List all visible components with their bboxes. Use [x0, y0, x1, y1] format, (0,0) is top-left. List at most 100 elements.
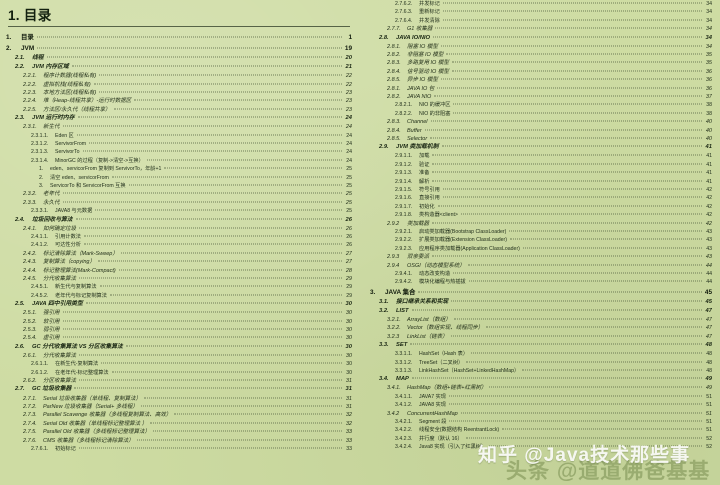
toc-entry[interactable]: 2.3.3.1. JAVA8 与元数据 25 — [6, 207, 352, 215]
toc-entry[interactable]: 2.9.1.6. 直接引用 42 — [370, 194, 712, 202]
toc-entry[interactable]: 2.5.2. 软引用 30 — [6, 318, 352, 326]
toc-entry[interactable]: 3.4.2 ConcurrentHashMap 51 — [370, 410, 712, 418]
toc-entry[interactable]: 2.7.1. Serial 垃圾收集器（单线程、复制算法） 31 — [6, 395, 352, 403]
toc-entry[interactable]: 3.3. SET 48 — [370, 341, 712, 350]
toc-entry[interactable]: 3. JAVA 集合 45 — [370, 287, 712, 298]
toc-entry[interactable]: 2.8.5. Selector 40 — [370, 135, 712, 143]
toc-entry[interactable]: 1. 目录 1 — [6, 32, 352, 43]
toc-entry[interactable]: 2.4.1.2. 可达性分析 26 — [6, 241, 352, 249]
toc-entry[interactable]: 2.5.1. 强引用 30 — [6, 309, 352, 317]
toc-entry[interactable]: 1. eden、servicorFrom 复制到 ServivorTo，年龄+1 2… — [6, 165, 352, 173]
toc-entry[interactable]: 2.8.4. Buffer 40 — [370, 127, 712, 135]
toc-entry[interactable]: 2.3.1.1. Eden 区 24 — [6, 132, 352, 140]
toc-entry[interactable]: 2.7.6.3. 重新标记 34 — [370, 8, 712, 16]
toc-entry[interactable]: 2.8.3. 多路复用 IO 模型 35 — [370, 59, 712, 67]
toc-entry[interactable]: 2.3.1. 新生代 24 — [6, 123, 352, 131]
toc-entry[interactable]: 2.7.7. G1 收集器 34 — [370, 25, 712, 33]
toc-entry[interactable]: 2.8.3. Channel 40 — [370, 118, 712, 126]
toc-entry[interactable]: 2.3.1.4. MinorGC 的过程（复制->清空->互换） 24 — [6, 157, 352, 165]
toc-entry[interactable]: 3.4.2.4. Java8 实现（引入了红黑树） 52 — [370, 443, 712, 451]
toc-entry[interactable]: 2.3. JVM 运行时内存 24 — [6, 114, 352, 123]
toc-entry[interactable]: 2. 清空 eden、servicorFrom 25 — [6, 174, 352, 182]
toc-entry[interactable]: 3.2. LIST 47 — [370, 307, 712, 316]
toc-entry[interactable]: 2.5. JAVA 四中引用类型 30 — [6, 300, 352, 309]
toc-entry[interactable]: 3.4.2.3. 并行度（默认 16） 52 — [370, 435, 712, 443]
toc-entry[interactable]: 2.8.2.2. NIO 的非阻塞 38 — [370, 110, 712, 118]
toc-entry[interactable]: 2.4.5.1. 新生代与复制算法 29 — [6, 283, 352, 291]
toc-entry[interactable]: 2.8.1. JAVA IO 包 36 — [370, 85, 712, 93]
toc-entry[interactable]: 2.4.2. 标记清除算法（Mark-Sweep） 27 — [6, 250, 352, 258]
toc-entry[interactable]: 2.5.4. 虚引用 30 — [6, 334, 352, 342]
toc-entry[interactable]: 2.4.1. 如何确定垃圾 26 — [6, 225, 352, 233]
toc-entry[interactable]: 2.6. GC 分代收集算法 VS 分区收集算法 30 — [6, 343, 352, 352]
toc-entry[interactable]: 2.4. 垃圾回收与算法 26 — [6, 216, 352, 225]
toc-entry[interactable]: 2.6.1.1. 在新生代-复制算法 30 — [6, 360, 352, 368]
toc-entry[interactable]: 2.6.1. 分代收集算法 30 — [6, 352, 352, 360]
toc-entry[interactable]: 2.8.2. 非阻塞 IO 模型 35 — [370, 51, 712, 59]
toc-entry[interactable]: 3.2.1. ArrayList（数组） 47 — [370, 316, 712, 324]
toc-entry[interactable]: 3.4.1.1. JAVA7 实现 51 — [370, 393, 712, 401]
toc-entry[interactable]: 2.5.3. 弱引用 30 — [6, 326, 352, 334]
toc-entry[interactable]: 3.4.1.2. JAVA8 实现 51 — [370, 401, 712, 409]
toc-entry[interactable]: 3.4. MAP 49 — [370, 375, 712, 384]
toc-entry[interactable]: 2.4.5. 分代收集算法 29 — [6, 275, 352, 283]
toc-entry[interactable]: 2.7.6.1. 初始标记 33 — [6, 445, 352, 453]
toc-entry[interactable]: 2.7.6.2. 并发标记 34 — [370, 0, 712, 8]
toc-entry[interactable]: 2.1. 线程 20 — [6, 54, 352, 63]
toc-entry[interactable]: 2.6.2. 分区收集算法 31 — [6, 377, 352, 385]
toc-entry[interactable]: 2.9.2.2. 扩展类加载器(Extension ClassLoader) 43 — [370, 236, 712, 244]
toc-entry[interactable]: 2.8.5. 异步 IO 模型 36 — [370, 76, 712, 84]
toc-entry[interactable]: 2.2.3. 本地方法区(线程私有) 23 — [6, 89, 352, 97]
toc-entry[interactable]: 3.3.1.2. TreeSet（二叉树） 48 — [370, 359, 712, 367]
toc-entry[interactable]: 3.1. 接口继承关系和实现 45 — [370, 298, 712, 307]
toc-entry[interactable]: 2.7. GC 垃圾收集器 31 — [6, 385, 352, 394]
toc-entry[interactable]: 2.9.2.1. 启动类加载器(Bootstrap ClassLoader) 43 — [370, 228, 712, 236]
toc-entry[interactable]: 2.4.5.2. 老年代与标记复制算法 29 — [6, 292, 352, 300]
toc-entry[interactable]: 2.9.1.5. 符号引用 42 — [370, 186, 712, 194]
toc-entry[interactable]: 2.7.5. Parallel Old 收集器（多线程标记整理算法） 33 — [6, 428, 352, 436]
toc-entry[interactable]: 2.9.1.2. 验证 41 — [370, 161, 712, 169]
toc-entry[interactable]: 2.3.1.3. ServivorTo 24 — [6, 148, 352, 156]
toc-entry[interactable]: 3.3.1.3. LinkHashSet（HashSet+LinkedHashMa… — [370, 367, 712, 375]
toc-entry[interactable]: 2.4.1.1. 引用计数法 26 — [6, 233, 352, 241]
toc-entry[interactable]: 2.9. JVM 类加载机制 41 — [370, 143, 712, 152]
toc-entry[interactable]: 2.7.4. Serial Old 收集器（单线程标记整理算法 ） 32 — [6, 420, 352, 428]
toc-entry[interactable]: 2.9.4.2. 模块化编程与热插拔 44 — [370, 278, 712, 286]
toc-entry[interactable]: 2.9.1.8. 类构造器<client> 42 — [370, 211, 712, 219]
toc-entry[interactable]: 2.4.4. 标记整理算法(Mark-Compact) 28 — [6, 267, 352, 275]
toc-entry[interactable]: 2.2.5. 方法区/永久代（线程共享） 23 — [6, 106, 352, 114]
toc-entry[interactable]: 2.9.2.3. 应用程序类加载器(Application ClassLoader… — [370, 245, 712, 253]
toc-entry[interactable]: 2.2.1. 程序计数器(线程私有) 22 — [6, 72, 352, 80]
toc-entry[interactable]: 2.4.3. 复制算法（copying） 27 — [6, 258, 352, 266]
toc-entry[interactable]: 2.9.1.3. 准备 41 — [370, 169, 712, 177]
toc-entry[interactable]: 2.2.2. 虚拟机栈(线程私有) 22 — [6, 81, 352, 89]
toc-entry[interactable]: 2.6.1.2. 在老年代-标记整理算法 30 — [6, 369, 352, 377]
toc-entry[interactable]: 3.4.2.2. 线程安全(数据结构 ReentrantLock) 51 — [370, 426, 712, 434]
toc-entry[interactable]: 2.9.1.7. 初始化 42 — [370, 203, 712, 211]
toc-entry[interactable]: 3.2.3 LinkList（链表） 47 — [370, 333, 712, 341]
toc-entry[interactable]: 2.9.4 OSGI（动态模型系统） 44 — [370, 262, 712, 270]
toc-entry[interactable]: 2.7.6. CMS 收集器（多线程标记清除算法） 33 — [6, 437, 352, 445]
toc-entry[interactable]: 2.9.4.1. 动态改变构造 44 — [370, 270, 712, 278]
toc-entry[interactable]: 2.9.3 双亲委派 43 — [370, 253, 712, 261]
toc-entry[interactable]: 2.2.4. 堆（Heap-线程共享）-运行时数据区 23 — [6, 97, 352, 105]
toc-entry[interactable]: 2. JVM 19 — [6, 43, 352, 54]
toc-entry[interactable]: 2.3.1.2. ServivorFrom 24 — [6, 140, 352, 148]
toc-entry[interactable]: 2.8.2. JAVA NIO 37 — [370, 93, 712, 101]
toc-entry[interactable]: 2.3.2. 老年代 25 — [6, 190, 352, 198]
toc-entry[interactable]: 2.2. JVM 内存区域 21 — [6, 63, 352, 72]
toc-entry[interactable]: 3.3.1.1. HashSet（Hash 表） 48 — [370, 350, 712, 358]
toc-entry[interactable]: 2.7.6.4. 并发清除 34 — [370, 17, 712, 25]
toc-entry[interactable]: 2.7.3. Parallel Scavenge 收集器（多线程复制算法、高效） 3… — [6, 411, 352, 419]
toc-entry[interactable]: 3.4.1. HashMap（数组+链表+红黑树） 49 — [370, 384, 712, 392]
toc-entry[interactable]: 2.9.2 类加载器 42 — [370, 220, 712, 228]
toc-entry[interactable]: 2.7.2. ParNew 垃圾收集器（Serial+ 多线程） 31 — [6, 403, 352, 411]
toc-entry[interactable]: 2.8.2.1. NIO 的缓冲区 38 — [370, 101, 712, 109]
toc-entry[interactable]: 2.9.1.1. 加载 41 — [370, 152, 712, 160]
toc-entry[interactable]: 2.8. JAVA IO/NIO 34 — [370, 34, 712, 43]
toc-entry[interactable]: 2.8.1. 阻塞 IO 模型 34 — [370, 43, 712, 51]
toc-entry[interactable]: 2.9.1.4. 解析 41 — [370, 178, 712, 186]
toc-entry[interactable]: 2.8.4. 信号驱动 IO 模型 36 — [370, 68, 712, 76]
toc-entry[interactable]: 3.2.2. Vector（数组实现、线程同步） 47 — [370, 324, 712, 332]
toc-entry[interactable]: 3. ServicorTo 和 ServicorFrom 互换 25 — [6, 182, 352, 190]
